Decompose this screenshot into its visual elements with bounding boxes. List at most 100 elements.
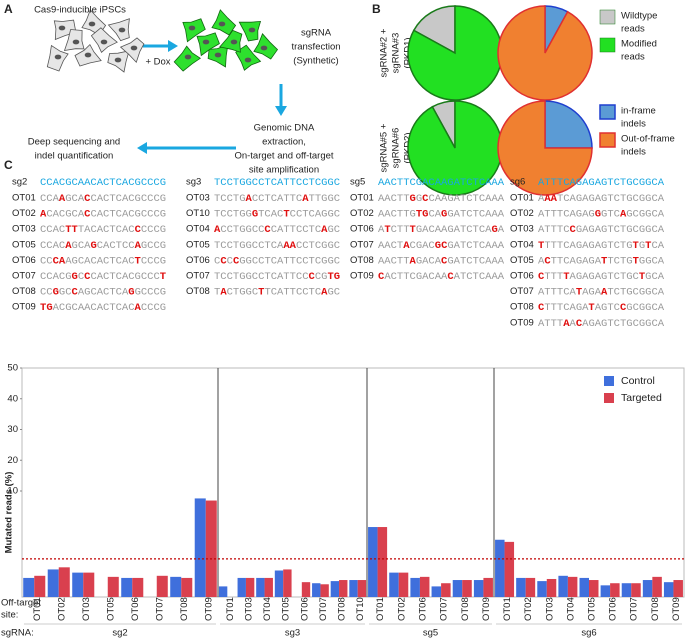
guide-name: sg3 (186, 177, 201, 188)
bar (205, 500, 217, 597)
mismatch: G (252, 208, 258, 220)
mismatch: G (334, 271, 340, 283)
panel-letter: C (4, 158, 13, 172)
match: T (214, 286, 220, 298)
match: GCCG (141, 240, 166, 252)
match: TCAC (258, 208, 283, 220)
off-target-seq: AACTACGACGCGATCTCAAA (378, 240, 505, 252)
match: TCTGCGGCA (607, 286, 664, 298)
nucleus (100, 39, 108, 45)
caption: Cas9-inducible iPSCs (34, 5, 126, 16)
bar (441, 583, 451, 597)
match: AGAGAGTCTGC (570, 271, 639, 283)
bar (368, 527, 378, 597)
mismatch: A (214, 224, 221, 236)
off-target-seq: CACTTCGACAACATCTCAAA (378, 271, 505, 283)
match: CGAC (410, 240, 435, 252)
bar (546, 578, 557, 597)
off-target-name: OT05 (12, 239, 36, 250)
mismatch: G (128, 286, 134, 298)
match: AACTTG (378, 208, 416, 220)
bar (47, 569, 59, 597)
match: CTT (391, 224, 410, 236)
match: CACGCA (46, 208, 85, 220)
cell (53, 19, 77, 41)
y-tick-label: 40 (7, 393, 18, 404)
match: CA (428, 208, 441, 220)
off-target-name: OT06 (186, 255, 210, 266)
mismatch: A (65, 240, 72, 252)
off-target-name: OT03 (12, 224, 36, 235)
x-tick-label: OT01 (225, 597, 236, 621)
mismatch: C (84, 271, 91, 283)
match: AACTT (378, 255, 410, 267)
mismatch: G (410, 193, 416, 205)
text-line: reads (621, 52, 645, 63)
mismatch: G (46, 302, 52, 314)
match: TTCAGAGA (551, 255, 602, 267)
mismatch: C (309, 271, 316, 283)
legend-swatch (599, 132, 616, 148)
bar (483, 577, 493, 597)
off-target-seq: CTTTTAGAGAGTCTGCTGCA (538, 271, 665, 283)
match: G (639, 240, 645, 252)
nucleus (84, 52, 92, 58)
mismatch: C (72, 286, 79, 298)
bar (589, 580, 599, 597)
legend-swatch (604, 376, 614, 386)
x-tick-label: OT09 (203, 597, 214, 621)
pie-slice (497, 100, 593, 196)
cell (182, 18, 206, 43)
off-target-seq: TTTTCAGAGAGTCTGTGTCA (538, 240, 665, 252)
off-target-seq: TCCTGGGTCACTCCTCAGGC (214, 208, 340, 220)
off-target-seq: AACTTGTGCAGGATCTCAAA (378, 208, 505, 220)
text-line: (Synthetic) (293, 56, 338, 67)
bar (357, 580, 367, 597)
mismatch: A (403, 240, 410, 252)
mismatch: A (135, 302, 142, 314)
mismatch: T (327, 271, 333, 283)
mismatch: C (538, 271, 545, 283)
bar (170, 576, 182, 597)
arrow-head (275, 106, 287, 116)
x-tick-label: OT07 (318, 597, 329, 621)
row-label: sgRNA#2 + (379, 28, 390, 77)
match: ATTT (538, 318, 563, 330)
legend-swatch (599, 9, 616, 25)
mismatch: C (544, 255, 551, 267)
match: C (78, 271, 84, 283)
bar (23, 577, 35, 597)
mismatch: T (588, 302, 594, 314)
mismatch: G (90, 240, 96, 252)
text-line: extraction, (262, 137, 306, 148)
match: C (214, 255, 220, 267)
x-tick-label: OT01 (502, 597, 513, 621)
mismatch: G (595, 208, 601, 220)
mismatch: A (290, 240, 297, 252)
text-line: Off-target (1, 598, 41, 609)
pie-slice (412, 5, 456, 55)
off-target-name: OT07 (510, 286, 534, 297)
match: GCGGCA (626, 208, 665, 220)
mismatch: A (59, 193, 66, 205)
legend-label: Targeted (621, 392, 662, 404)
match: CACTCACGCCCG (90, 208, 166, 220)
off-target-seq: ATCTTTGACAAGATCTCAGA (378, 224, 505, 236)
off-target-name: OT07 (350, 239, 374, 250)
x-tick-label: OT05 (105, 597, 116, 621)
off-target-name: OT05 (510, 255, 534, 266)
x-tick-label: OT07 (629, 597, 640, 621)
arrows (137, 40, 287, 154)
row-label: sgRNA#3 (391, 33, 402, 74)
text-line: Modified (621, 39, 657, 50)
off-target-name: OT09 (12, 302, 36, 313)
cell-clusters (46, 9, 279, 73)
mismatch: G (53, 286, 59, 298)
match: GATCTCAAA (447, 240, 504, 252)
legend-label: Control (621, 375, 655, 387)
bar (525, 577, 536, 597)
match: AACT (378, 240, 403, 252)
bar (121, 577, 133, 597)
